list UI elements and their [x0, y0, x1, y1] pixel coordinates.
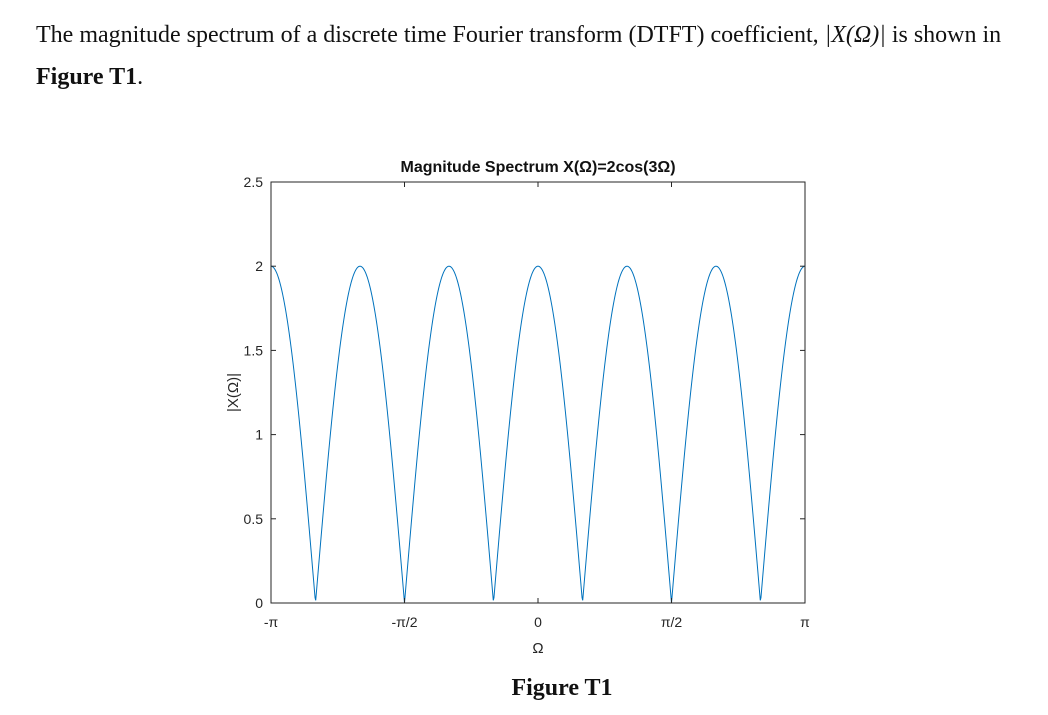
y-tick-label: 0	[255, 595, 263, 611]
figure-reference: Figure T1	[36, 64, 138, 90]
plot-frame	[270, 181, 806, 604]
intro-text-middle: is shown in	[885, 22, 1002, 48]
y-tick-label: 1	[255, 427, 263, 443]
y-tick-label: 2.5	[244, 174, 264, 190]
intro-text-end: .	[137, 64, 144, 90]
magnitude-expression: |X(Ω)|	[824, 22, 886, 48]
x-tick-label: π	[800, 614, 810, 630]
x-tick-label: -π/2	[391, 614, 417, 630]
magnitude-curve	[270, 265, 806, 604]
x-tick-label: π/2	[661, 614, 683, 630]
x-tick-label: 0	[534, 614, 542, 630]
plot-area: -π -π/2 0 π/2 π 0 0.5 1 1.5 2 2.5 Magnitude Spectru…	[225, 159, 810, 657]
y-axis-label: |X(Ω)|	[225, 373, 242, 412]
y-tick-label: 0.5	[244, 511, 264, 527]
figure-caption: Figure T1	[511, 675, 613, 701]
x-tick-label: -π	[264, 614, 279, 630]
y-tick-label: 1.5	[244, 342, 264, 358]
intro-text-start: The magnitude spectrum of a discrete tim…	[36, 22, 825, 48]
intro-paragraph: The magnitude spectrum of a discrete tim…	[36, 14, 1026, 98]
chart-title: Magnitude Spectrum X(Ω)=2cos(3Ω)	[400, 159, 675, 176]
y-tick-label: 2	[255, 258, 263, 274]
x-axis-label: Ω	[532, 640, 543, 657]
